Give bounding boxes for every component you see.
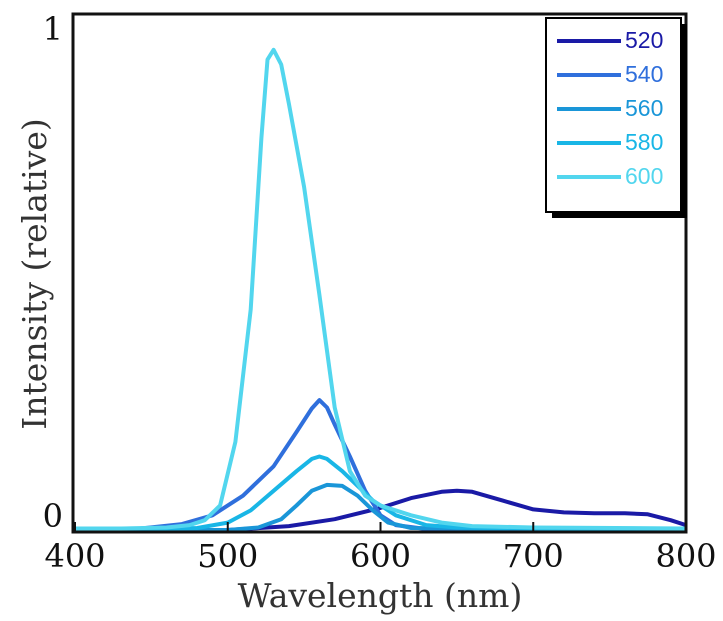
- x-axis-ticks: 400 500 600 700 800: [44, 522, 717, 575]
- plot-lines: [74, 47, 687, 532]
- x-axis-title: Wavelength (nm): [238, 576, 523, 615]
- x-tick-label: 500: [197, 537, 258, 575]
- series-line-580: [74, 454, 687, 532]
- x-tick-label: 800: [655, 537, 716, 575]
- y-tick-label: 1: [43, 10, 63, 48]
- legend-label-580: 580: [625, 129, 663, 155]
- series-line-540: [74, 398, 687, 532]
- legend-label-540: 540: [625, 61, 663, 87]
- y-axis-ticks: 01: [43, 10, 63, 535]
- legend-label-560: 560: [625, 95, 663, 121]
- legend: 520 540 560 580 600: [545, 17, 687, 218]
- series-line-560: [75, 482, 687, 532]
- series-line-520: [75, 488, 687, 532]
- legend-label-520: 520: [625, 27, 663, 53]
- x-tick-label: 600: [350, 537, 411, 575]
- legend-label-600: 600: [625, 163, 663, 189]
- legend-box: [545, 17, 682, 213]
- x-tick-label: 700: [503, 537, 564, 575]
- y-axis-title: Intensity (relative): [15, 118, 54, 430]
- y-tick-label: 0: [43, 497, 63, 535]
- x-tick-label: 400: [44, 537, 105, 575]
- legend-entries: 520 540 560 580 600: [557, 27, 663, 189]
- series-line-600: [75, 47, 687, 531]
